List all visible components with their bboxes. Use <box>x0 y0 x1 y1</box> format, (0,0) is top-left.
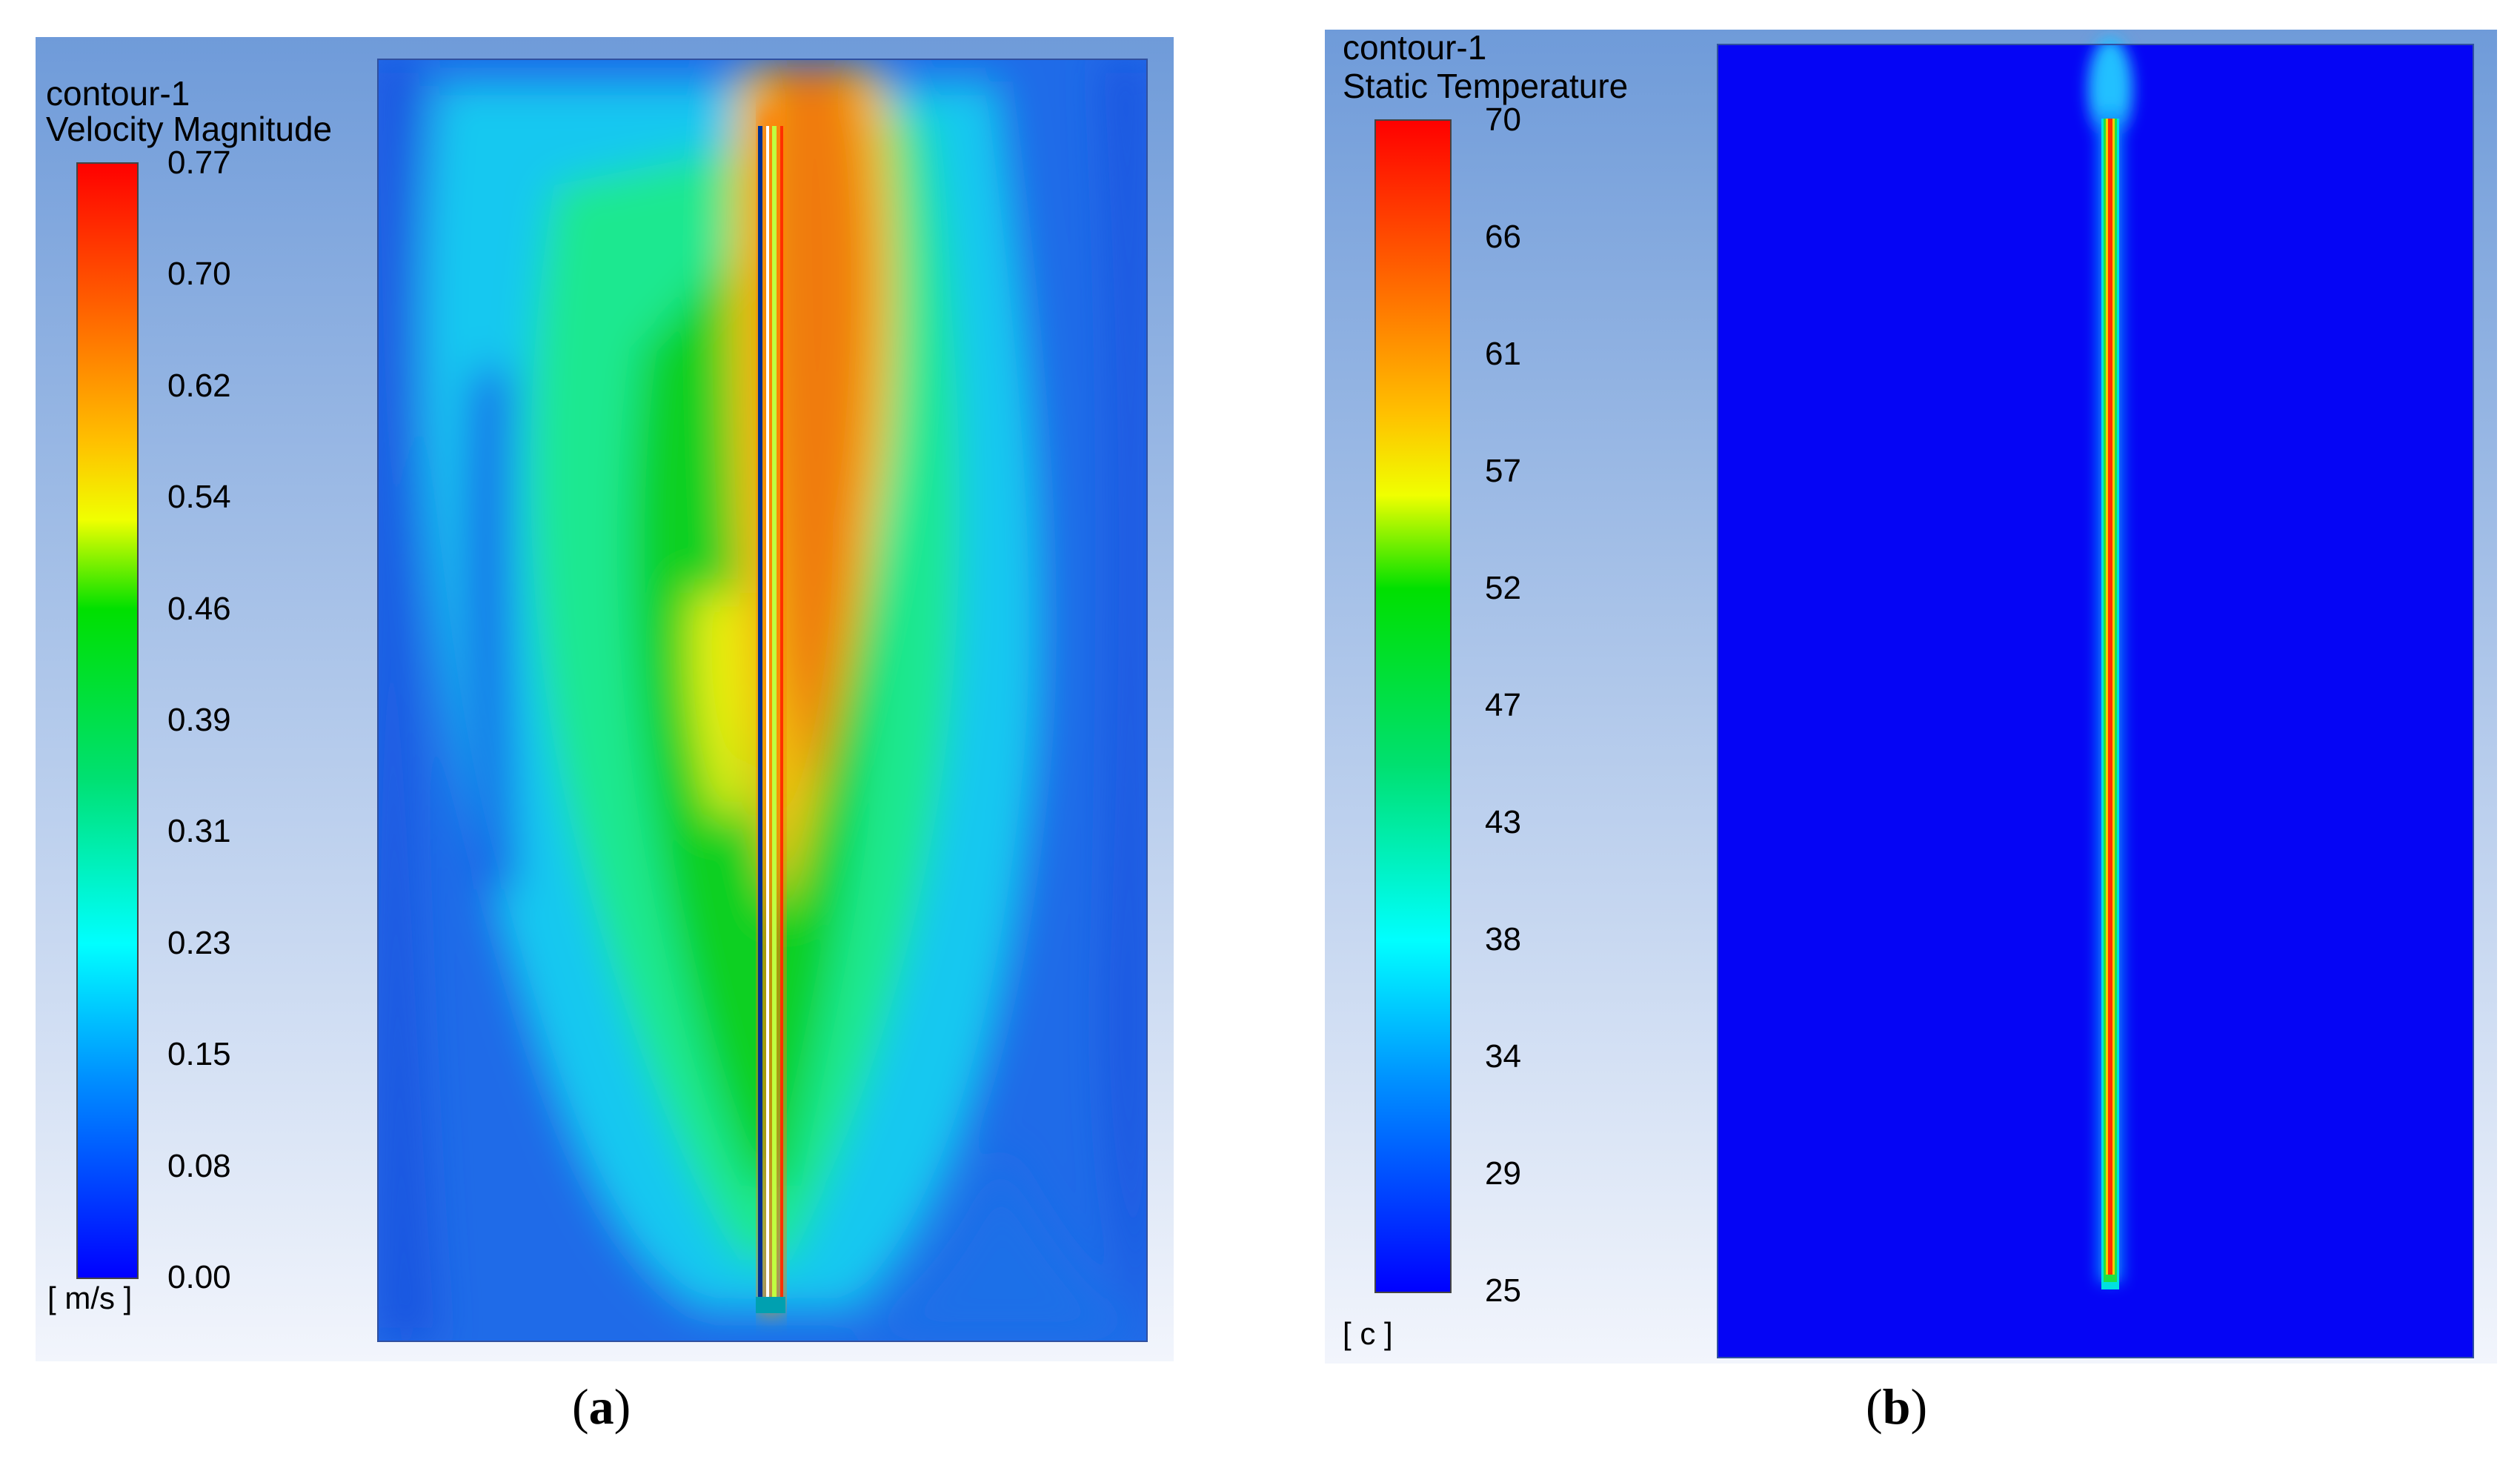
colorbar-tick: 0.54 <box>167 479 231 515</box>
colorbar-tick: 70 <box>1485 102 1521 138</box>
colorbar-tick: 0.08 <box>167 1148 231 1184</box>
temperature-contour-graphic <box>1325 30 2497 1364</box>
colorbar-tick: 0.77 <box>167 145 231 181</box>
colorbar-tick: 0.46 <box>167 591 231 627</box>
colorbar-tick: 0.15 <box>167 1036 231 1072</box>
velocity-contour-panel: contour-1 Velocity Magnitude 0.77 0.70 0… <box>36 37 1174 1361</box>
legend-title: contour-1 <box>46 74 190 113</box>
colorbar-tick: 29 <box>1485 1155 1521 1192</box>
velocity-field <box>378 59 1147 1341</box>
legend-unit: [ m/s ] <box>47 1281 133 1315</box>
colorbar-tick: 38 <box>1485 921 1521 957</box>
temperature-field <box>1718 44 2473 1358</box>
legend-unit: [ c ] <box>1343 1316 1393 1351</box>
temperature-colorbar <box>1374 119 1452 1293</box>
colorbar-tick: 47 <box>1485 687 1521 723</box>
colorbar-tick: 0.23 <box>167 925 231 961</box>
velocity-contour-graphic <box>36 37 1174 1361</box>
colorbar-tick: 52 <box>1485 570 1521 606</box>
velocity-colorbar <box>76 162 139 1279</box>
legend-variable: Static Temperature <box>1343 67 1629 105</box>
colorbar-tick: 66 <box>1485 219 1521 255</box>
legend-title: contour-1 <box>1343 30 1487 67</box>
colorbar-tick: 43 <box>1485 804 1521 840</box>
colorbar-tick: 0.00 <box>167 1259 231 1295</box>
colorbar-tick: 61 <box>1485 336 1521 372</box>
caption-b: (b) <box>1866 1378 1928 1435</box>
legend-variable: Velocity Magnitude <box>46 110 333 148</box>
colorbar-tick: 0.39 <box>167 702 231 738</box>
colorbar-tick: 0.62 <box>167 368 231 404</box>
caption-a: (a) <box>572 1378 631 1435</box>
temperature-contour-panel: contour-1 Static Temperature 70 66 61 57… <box>1325 30 2497 1364</box>
colorbar-tick: 57 <box>1485 453 1521 489</box>
colorbar-tick: 0.31 <box>167 813 231 849</box>
colorbar-tick: 25 <box>1485 1272 1521 1309</box>
heated-tube-plume <box>2088 37 2132 1289</box>
colorbar-tick: 34 <box>1485 1038 1521 1075</box>
colorbar-tick: 0.70 <box>167 256 231 292</box>
